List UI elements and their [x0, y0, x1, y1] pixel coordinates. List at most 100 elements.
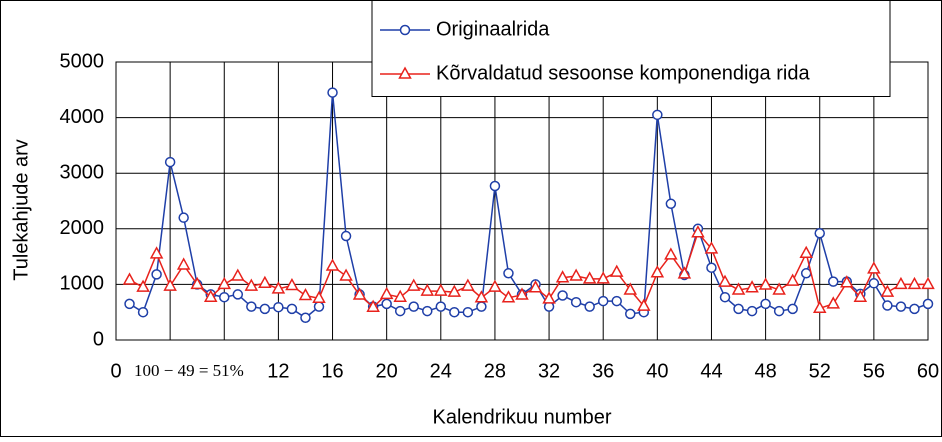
point — [611, 295, 622, 307]
point — [340, 230, 352, 242]
point — [366, 299, 380, 312]
legend-box — [371, 0, 891, 97]
point — [785, 273, 800, 286]
point — [570, 296, 582, 308]
y-tick-label: 2000 — [60, 217, 105, 239]
point — [394, 305, 406, 317]
point — [408, 301, 419, 312]
point — [704, 241, 719, 254]
point — [461, 278, 475, 291]
point — [406, 278, 421, 291]
point — [163, 278, 177, 291]
point — [435, 301, 447, 312]
point — [271, 281, 286, 294]
point — [758, 277, 773, 290]
point — [313, 301, 325, 312]
point — [814, 227, 825, 239]
point — [136, 279, 150, 292]
point — [379, 286, 394, 300]
point — [773, 305, 785, 317]
x-tick-label: 20 — [376, 360, 398, 382]
point — [434, 283, 448, 296]
point — [381, 298, 392, 310]
legend-label: Originaalrida — [436, 18, 550, 40]
point — [542, 291, 556, 304]
point — [286, 303, 298, 315]
point — [706, 262, 717, 273]
point — [625, 308, 636, 320]
x-tick-label: 0 — [110, 360, 121, 382]
point — [799, 245, 813, 259]
point — [325, 258, 340, 271]
point — [772, 282, 786, 295]
point — [557, 290, 568, 301]
point — [596, 271, 610, 284]
annotation-bg — [130, 358, 264, 386]
point — [921, 276, 935, 290]
x-tick-label: 40 — [646, 360, 668, 382]
point — [258, 275, 272, 289]
point — [327, 87, 338, 98]
point — [176, 257, 191, 270]
y-tick-label: 1000 — [60, 273, 105, 295]
point — [650, 265, 665, 278]
point — [652, 109, 663, 121]
point — [203, 289, 218, 302]
y-tick-label: 3000 — [60, 161, 105, 183]
point — [691, 225, 705, 238]
point — [259, 303, 271, 315]
point — [828, 276, 839, 287]
point — [665, 198, 677, 210]
point — [731, 282, 746, 295]
point — [555, 270, 570, 283]
x-tick-label: 12 — [267, 360, 289, 382]
point — [853, 289, 868, 302]
point — [501, 290, 516, 303]
x-tick-label: 16 — [321, 360, 343, 382]
point — [677, 266, 692, 279]
point — [124, 298, 135, 310]
point — [151, 269, 162, 280]
point — [447, 284, 462, 297]
point — [787, 303, 798, 315]
point — [503, 268, 514, 279]
point — [745, 280, 759, 293]
point — [476, 301, 487, 312]
y-axis-label: Tulekahjude arv — [10, 139, 32, 281]
point — [244, 278, 259, 291]
point — [746, 305, 758, 317]
point — [718, 274, 732, 287]
point — [339, 268, 353, 281]
point — [907, 276, 922, 290]
point — [895, 301, 907, 312]
point — [285, 277, 299, 291]
point — [800, 268, 812, 279]
legend-label: Kõrvaldatud sesoonse komponendiga rida — [436, 62, 810, 84]
point — [584, 301, 595, 312]
point — [122, 272, 137, 285]
x-tick-label: 36 — [592, 360, 614, 382]
point — [515, 287, 529, 300]
y-tick-label: 4000 — [60, 106, 105, 128]
point — [462, 306, 474, 318]
x-tick-label: 48 — [754, 360, 776, 382]
point — [420, 283, 435, 296]
point — [733, 303, 744, 315]
x-tick-label: 28 — [484, 360, 506, 382]
point — [760, 298, 771, 310]
x-tick-label: 24 — [430, 360, 452, 382]
point — [623, 282, 638, 295]
point — [812, 300, 827, 314]
point — [232, 289, 244, 300]
point — [528, 280, 543, 293]
point — [664, 247, 678, 260]
x-tick-label: 32 — [538, 360, 560, 382]
point — [219, 291, 230, 303]
point — [149, 246, 164, 259]
point — [312, 290, 326, 304]
point — [880, 284, 895, 297]
y-tick-label: 5000 — [60, 50, 105, 72]
point — [597, 295, 609, 307]
point — [909, 303, 920, 315]
point — [422, 305, 433, 317]
